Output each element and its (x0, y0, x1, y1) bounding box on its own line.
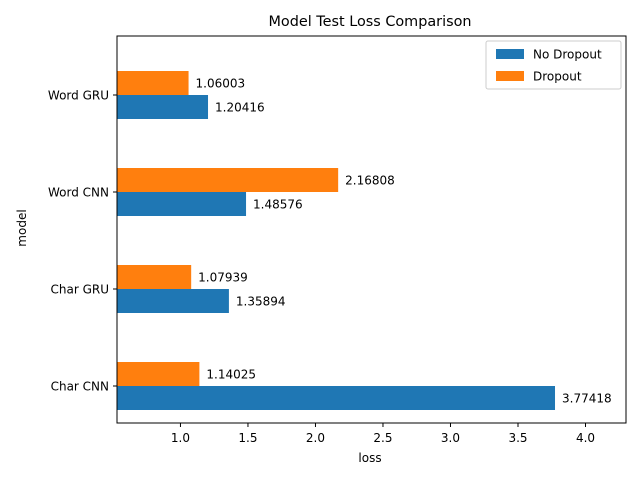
value-label-no-dropout-char-cnn: 3.77418 (562, 392, 612, 406)
bar-no-dropout-char-cnn (117, 386, 556, 410)
value-labels-layer: 3.77418 1.35894 1.48576 1.20416 1.14025 1.079… (196, 77, 612, 406)
value-label-no-dropout-char-gru: 1.35894 (236, 295, 286, 309)
bar-dropout-word-cnn (117, 168, 339, 192)
x-axis-ticks: 1.0 1.5 2.0 2.5 3.0 3.5 4.0 (171, 423, 595, 445)
y-tick-label-word-gru: Word GRU (48, 89, 109, 103)
value-label-no-dropout-word-gru: 1.20416 (215, 101, 265, 115)
y-tick-label-word-cnn: Word CNN (48, 186, 109, 200)
bar-no-dropout-word-cnn (117, 192, 247, 216)
x-tick-label: 3.5 (508, 431, 527, 445)
legend-label-dropout: Dropout (533, 70, 582, 84)
y-tick-label-char-gru: Char GRU (50, 283, 109, 297)
value-label-dropout-char-cnn: 1.14025 (206, 368, 256, 382)
y-axis-label: model (15, 209, 29, 246)
bar-dropout-word-gru (117, 71, 189, 95)
legend: No Dropout Dropout (485, 40, 622, 90)
axes-frame (116, 35, 627, 424)
x-axis-label: loss (358, 451, 381, 465)
y-tick-label-char-cnn: Char CNN (51, 380, 109, 394)
value-label-dropout-word-cnn: 2.16808 (345, 174, 395, 188)
x-tick-label: 3.0 (441, 431, 460, 445)
bar-dropout-char-cnn (117, 362, 200, 386)
legend-swatch-no-dropout (496, 49, 524, 59)
x-tick-label: 4.0 (576, 431, 595, 445)
x-tick-label: 1.0 (171, 431, 190, 445)
value-label-dropout-word-gru: 1.06003 (196, 77, 246, 91)
y-axis-ticks: Char CNN Char GRU Word CNN Word GRU (48, 89, 117, 394)
x-tick-label: 2.0 (306, 431, 325, 445)
legend-label-no-dropout: No Dropout (533, 48, 602, 62)
bar-no-dropout-word-gru (117, 95, 209, 119)
x-tick-label: 2.5 (373, 431, 392, 445)
value-label-dropout-char-gru: 1.07939 (198, 271, 248, 285)
x-tick-label: 1.5 (238, 431, 257, 445)
chart-title: Model Test Loss Comparison (269, 14, 472, 30)
bar-no-dropout-char-gru (117, 289, 229, 313)
legend-swatch-dropout (496, 71, 524, 81)
bars-layer (117, 71, 556, 410)
bar-dropout-char-gru (117, 265, 192, 289)
value-label-no-dropout-word-cnn: 1.48576 (253, 198, 303, 212)
